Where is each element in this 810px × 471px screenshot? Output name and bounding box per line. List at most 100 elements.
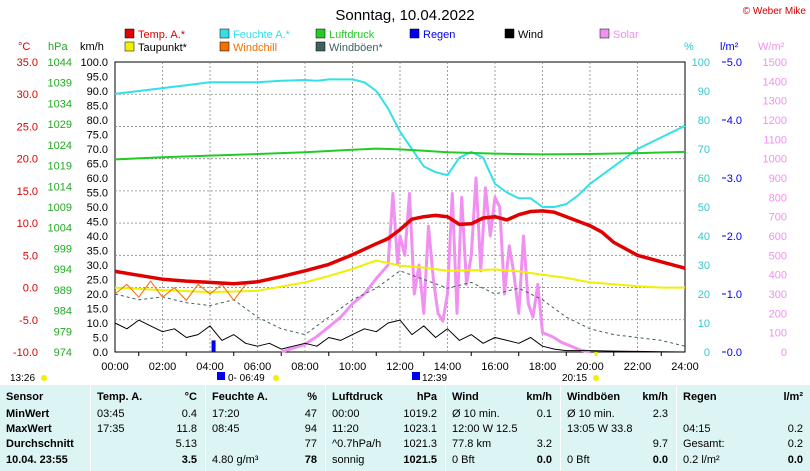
copyright: © Weber Mike <box>743 6 807 17</box>
x-tick-label: 02:00 <box>149 361 177 373</box>
series-luftdruck <box>114 147 686 161</box>
y-tick-rain: 2.0 <box>727 231 742 243</box>
legend-label: Windchill <box>233 42 277 54</box>
marker-moonrise: 0- 06:49 <box>228 373 265 384</box>
unit-temp: °C <box>18 41 30 53</box>
y-tick-hum: 80 <box>698 115 710 127</box>
stats-cell: 1021.3 <box>403 438 437 450</box>
moon-phase-icon <box>412 372 420 380</box>
stats-cell: 0.2 <box>787 423 803 435</box>
y-tick-solar: 500 <box>769 250 787 262</box>
y-tick-rain: 1.0 <box>727 289 742 301</box>
stats-cell: ^0.7hPa/h <box>332 438 382 450</box>
legend-swatch <box>504 28 515 39</box>
y-tick-press: 1019 <box>48 161 72 173</box>
y-tick-wind: 50.0 <box>87 202 108 214</box>
stats-cell: km/h <box>642 391 668 403</box>
legend-label: Solar <box>613 29 639 41</box>
y-tick-press: 1004 <box>48 223 72 235</box>
legend-swatch <box>315 28 326 39</box>
series-windben <box>114 270 686 347</box>
stats-cell: Luftdruck <box>332 391 383 403</box>
y-tick-wind: 20.0 <box>87 289 108 301</box>
y-tick-solar: 1300 <box>763 96 787 108</box>
stats-cell: Regen <box>683 391 717 403</box>
stats-cell: Wind <box>452 391 479 403</box>
stats-cell: 0.4 <box>181 408 197 420</box>
x-tick-label: 00:00 <box>101 361 129 373</box>
y-tick-wind: 30.0 <box>87 260 108 272</box>
stats-cell: % <box>307 391 317 403</box>
stats-cell: Ø 10 min. <box>567 408 615 420</box>
y-tick-wind: 25.0 <box>87 275 108 287</box>
y-tick-press: 1039 <box>48 78 72 90</box>
rain-bar <box>211 340 216 352</box>
x-tick-label: 22:00 <box>624 361 652 373</box>
stats-cell: Feuchte A. <box>212 391 268 403</box>
y-tick-solar: 1200 <box>763 115 787 127</box>
stats-cell: 3.2 <box>536 438 552 450</box>
x-tick-label: 20:00 <box>576 361 604 373</box>
y-tick-wind: 95.0 <box>87 72 108 84</box>
unit-wind: km/h <box>80 41 104 53</box>
stats-cell: 17:20 <box>212 408 240 420</box>
legend: Temp. A.* Feuchte A.* Luftdruck Regen Wind So… <box>124 28 639 54</box>
y-tick-hum: 10 <box>698 318 710 330</box>
legend-label: Windböen* <box>329 42 384 54</box>
series-feuchtea <box>114 78 686 208</box>
unit-press: hPa <box>48 41 68 53</box>
stats-cell: Ø 10 min. <box>452 408 500 420</box>
x-tick-label: 16:00 <box>481 361 509 373</box>
stats-cell: 78 <box>304 454 317 466</box>
y-tick-temp: 15.0 <box>17 186 38 198</box>
y-tick-hum: 70 <box>698 144 710 156</box>
y-tick-hum: 60 <box>698 173 710 185</box>
stats-cell: Sensor <box>6 391 44 403</box>
stats-cell: 0.2 l/m² <box>683 454 720 466</box>
series-solar <box>280 176 591 354</box>
y-tick-wind: 10.0 <box>87 318 108 330</box>
stats-cell: Gesamt: <box>683 438 725 450</box>
stats-column: Windböen km/h Ø 10 min. 2.3 13:05 W 33.8 9.7 0… <box>560 385 674 471</box>
y-tick-wind: 0.0 <box>93 347 108 359</box>
y-tick-solar: 1000 <box>763 154 787 166</box>
stats-cell: 77.8 km <box>452 438 492 450</box>
unit-hum: % <box>684 41 694 53</box>
y-tick-wind: 60.0 <box>87 173 108 185</box>
y-tick-rain: 3.0 <box>727 173 742 185</box>
unit-solar: W/m² <box>758 41 785 53</box>
y-tick-solar: 900 <box>769 173 787 185</box>
y-tick-temp: 20.0 <box>17 154 38 166</box>
stats-cell: 0 Bft <box>567 454 590 466</box>
y-tick-solar: 100 <box>769 328 787 340</box>
stats-cell: 08:45 <box>212 423 240 435</box>
stats-cell: 47 <box>304 408 317 420</box>
legend-swatch <box>219 28 230 39</box>
y-tick-wind: 15.0 <box>87 304 108 316</box>
y-tick-hum: 20 <box>698 289 710 301</box>
y-tick-hum: 50 <box>698 202 710 214</box>
y-tick-solar: 800 <box>769 192 787 204</box>
stats-cell: 1019.2 <box>403 408 437 420</box>
stats-cell: 0.0 <box>652 454 668 466</box>
stats-cell: °C <box>184 391 197 403</box>
stats-table: Sensor MinWert MaxWert Durchschnitt 10.04. 2… <box>0 385 810 471</box>
y-tick-temp: 25.0 <box>17 121 38 133</box>
stats-cell: km/h <box>526 391 552 403</box>
x-tick-label: 04:00 <box>196 361 224 373</box>
stats-cell: 13:05 W 33.8 <box>567 423 633 435</box>
stats-cell: 94 <box>304 423 317 435</box>
series-tempa <box>114 209 686 286</box>
unit-rain: l/m² <box>720 41 739 53</box>
stats-cell: 04:15 <box>683 423 711 435</box>
stats-cell: 17:35 <box>97 423 125 435</box>
y-tick-rain: 5.0 <box>727 57 742 69</box>
x-tick-label: 14:00 <box>434 361 462 373</box>
legend-label: Temp. A.* <box>138 29 186 41</box>
y-tick-wind: 55.0 <box>87 188 108 200</box>
legend-swatch <box>219 41 230 52</box>
stats-cell: 5.13 <box>175 438 197 450</box>
x-tick-label: 08:00 <box>291 361 319 373</box>
y-tick-press: 979 <box>54 326 72 338</box>
y-tick-press: 1009 <box>48 202 72 214</box>
